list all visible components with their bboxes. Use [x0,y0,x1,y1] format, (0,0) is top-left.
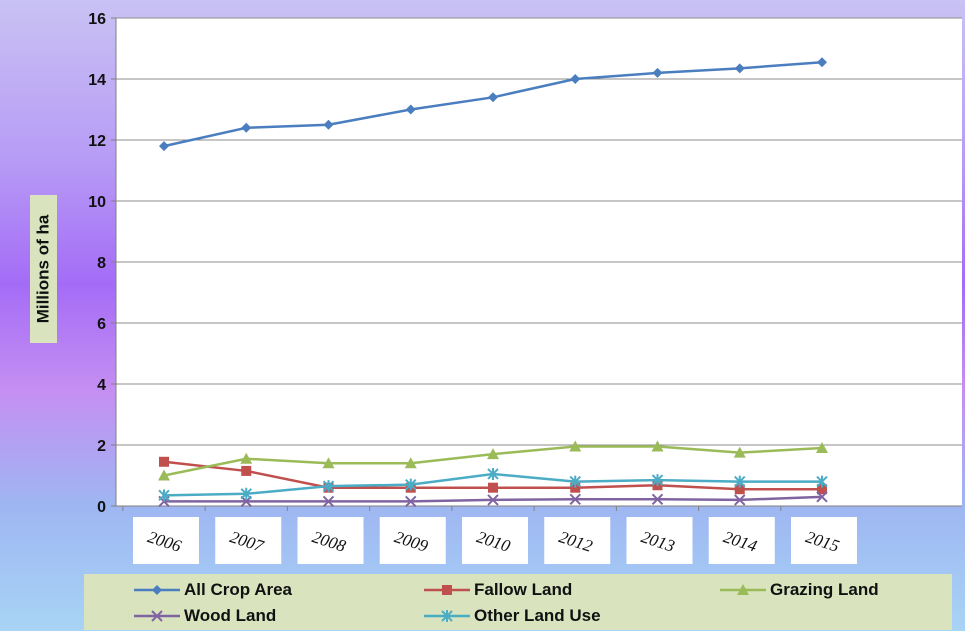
legend-label: All Crop Area [184,580,293,599]
legend: All Crop Area Fallow Land Grazing Land Wood… [84,574,952,630]
y-axis-title-box: Millions of ha [30,195,57,343]
y-axis-ticks: 0 2 4 6 8 10 12 14 16 [88,11,962,516]
x-label-box [379,517,446,564]
x-label-box [215,517,282,564]
data-point-other-land-use [569,475,581,488]
data-point-other-land-use [240,487,252,500]
data-point-grazing-land [322,457,335,469]
data-point-fallow-land [488,482,498,493]
data-point-all-crop-area [734,63,745,74]
data-point-all-crop-area [405,104,416,115]
legend-label: Other Land Use [474,606,601,625]
data-point-wood-land [651,493,664,505]
legend-marker-fallow-land [442,585,452,595]
series-other-land-use [158,467,828,502]
data-point-other-land-use [816,475,828,488]
legend-label: Grazing Land [770,580,879,599]
data-point-wood-land [569,493,581,505]
data-point-grazing-land [404,457,417,469]
legend-marker-wood-land [151,610,163,622]
y-tick-label: 6 [97,316,106,333]
data-point-all-crop-area [323,119,334,130]
x-axis-labels: 2006 2007 2008 2009 2010 2012 2013 2014 2015 [122,506,857,564]
data-point-all-crop-area [652,67,663,78]
legend-item-other-land-use: Other Land Use [422,604,601,628]
legend-swatch-all-crop-area [134,585,180,595]
x-label-box [297,517,364,564]
data-point-grazing-land [816,442,828,454]
data-point-grazing-land [158,469,170,481]
data-point-grazing-land [487,448,499,460]
legend-swatch-grazing-land [720,584,766,595]
legend-marker-grazing-land [737,584,749,595]
legend-label: Fallow Land [474,580,573,599]
y-tick-label: 4 [97,377,106,394]
x-label-box [544,517,611,564]
y-tick-label: 2 [97,438,106,455]
x-label-box [133,517,199,564]
series-grazing-land [158,440,828,481]
legend-item-fallow-land: Fallow Land [422,578,572,602]
data-point-all-crop-area [488,92,498,103]
data-point-wood-land [405,495,417,508]
data-point-fallow-land [817,484,827,495]
x-label-box [791,517,857,564]
data-point-other-land-use [487,467,499,480]
legend-marker-all-crop-area [152,585,162,595]
data-point-fallow-land [159,456,169,467]
data-point-all-crop-area [817,57,827,68]
legend-swatch-wood-land [134,610,180,622]
y-tick-label: 16 [88,11,106,28]
legend-label: Wood Land [184,606,277,625]
data-point-wood-land [322,495,335,508]
legend-item-all-crop-area: All Crop Area [132,578,292,602]
y-tick-label: 12 [88,133,106,150]
data-point-wood-land [734,494,746,506]
data-point-grazing-land [733,446,746,458]
y-tick-label: 0 [97,499,106,516]
data-point-other-land-use [734,475,746,488]
x-label-box [708,517,775,564]
data-point-all-crop-area [159,141,169,152]
data-point-all-crop-area [570,74,581,84]
data-point-grazing-land [651,440,664,452]
data-point-other-land-use [405,478,417,491]
data-point-other-land-use [651,474,664,487]
y-tick-label: 8 [97,255,106,272]
y-axis-title: Millions of ha [33,214,53,324]
data-point-other-land-use [322,480,335,493]
series-layer [158,57,828,508]
data-point-wood-land [487,494,499,506]
y-tick-label: 10 [88,194,106,211]
data-point-all-crop-area [241,122,252,133]
data-point-fallow-land [570,482,581,493]
data-point-wood-land [816,491,828,503]
x-label-box [462,517,528,564]
series-all-crop-area [159,57,827,152]
data-point-fallow-land [241,465,252,476]
data-point-grazing-land [240,452,253,464]
series-wood-land [158,491,828,508]
x-label-box [626,517,693,564]
data-point-fallow-land [734,484,745,495]
legend-marker-other-land-use [441,610,453,622]
y-tick-label: 14 [88,72,106,89]
data-point-other-land-use [158,489,170,502]
data-point-grazing-land [569,440,582,452]
legend-swatch-fallow-land [424,585,470,595]
legend-item-grazing-land: Grazing Land [718,578,879,602]
legend-swatch-other-land-use [424,610,470,622]
legend-item-wood-land: Wood Land [132,604,276,628]
